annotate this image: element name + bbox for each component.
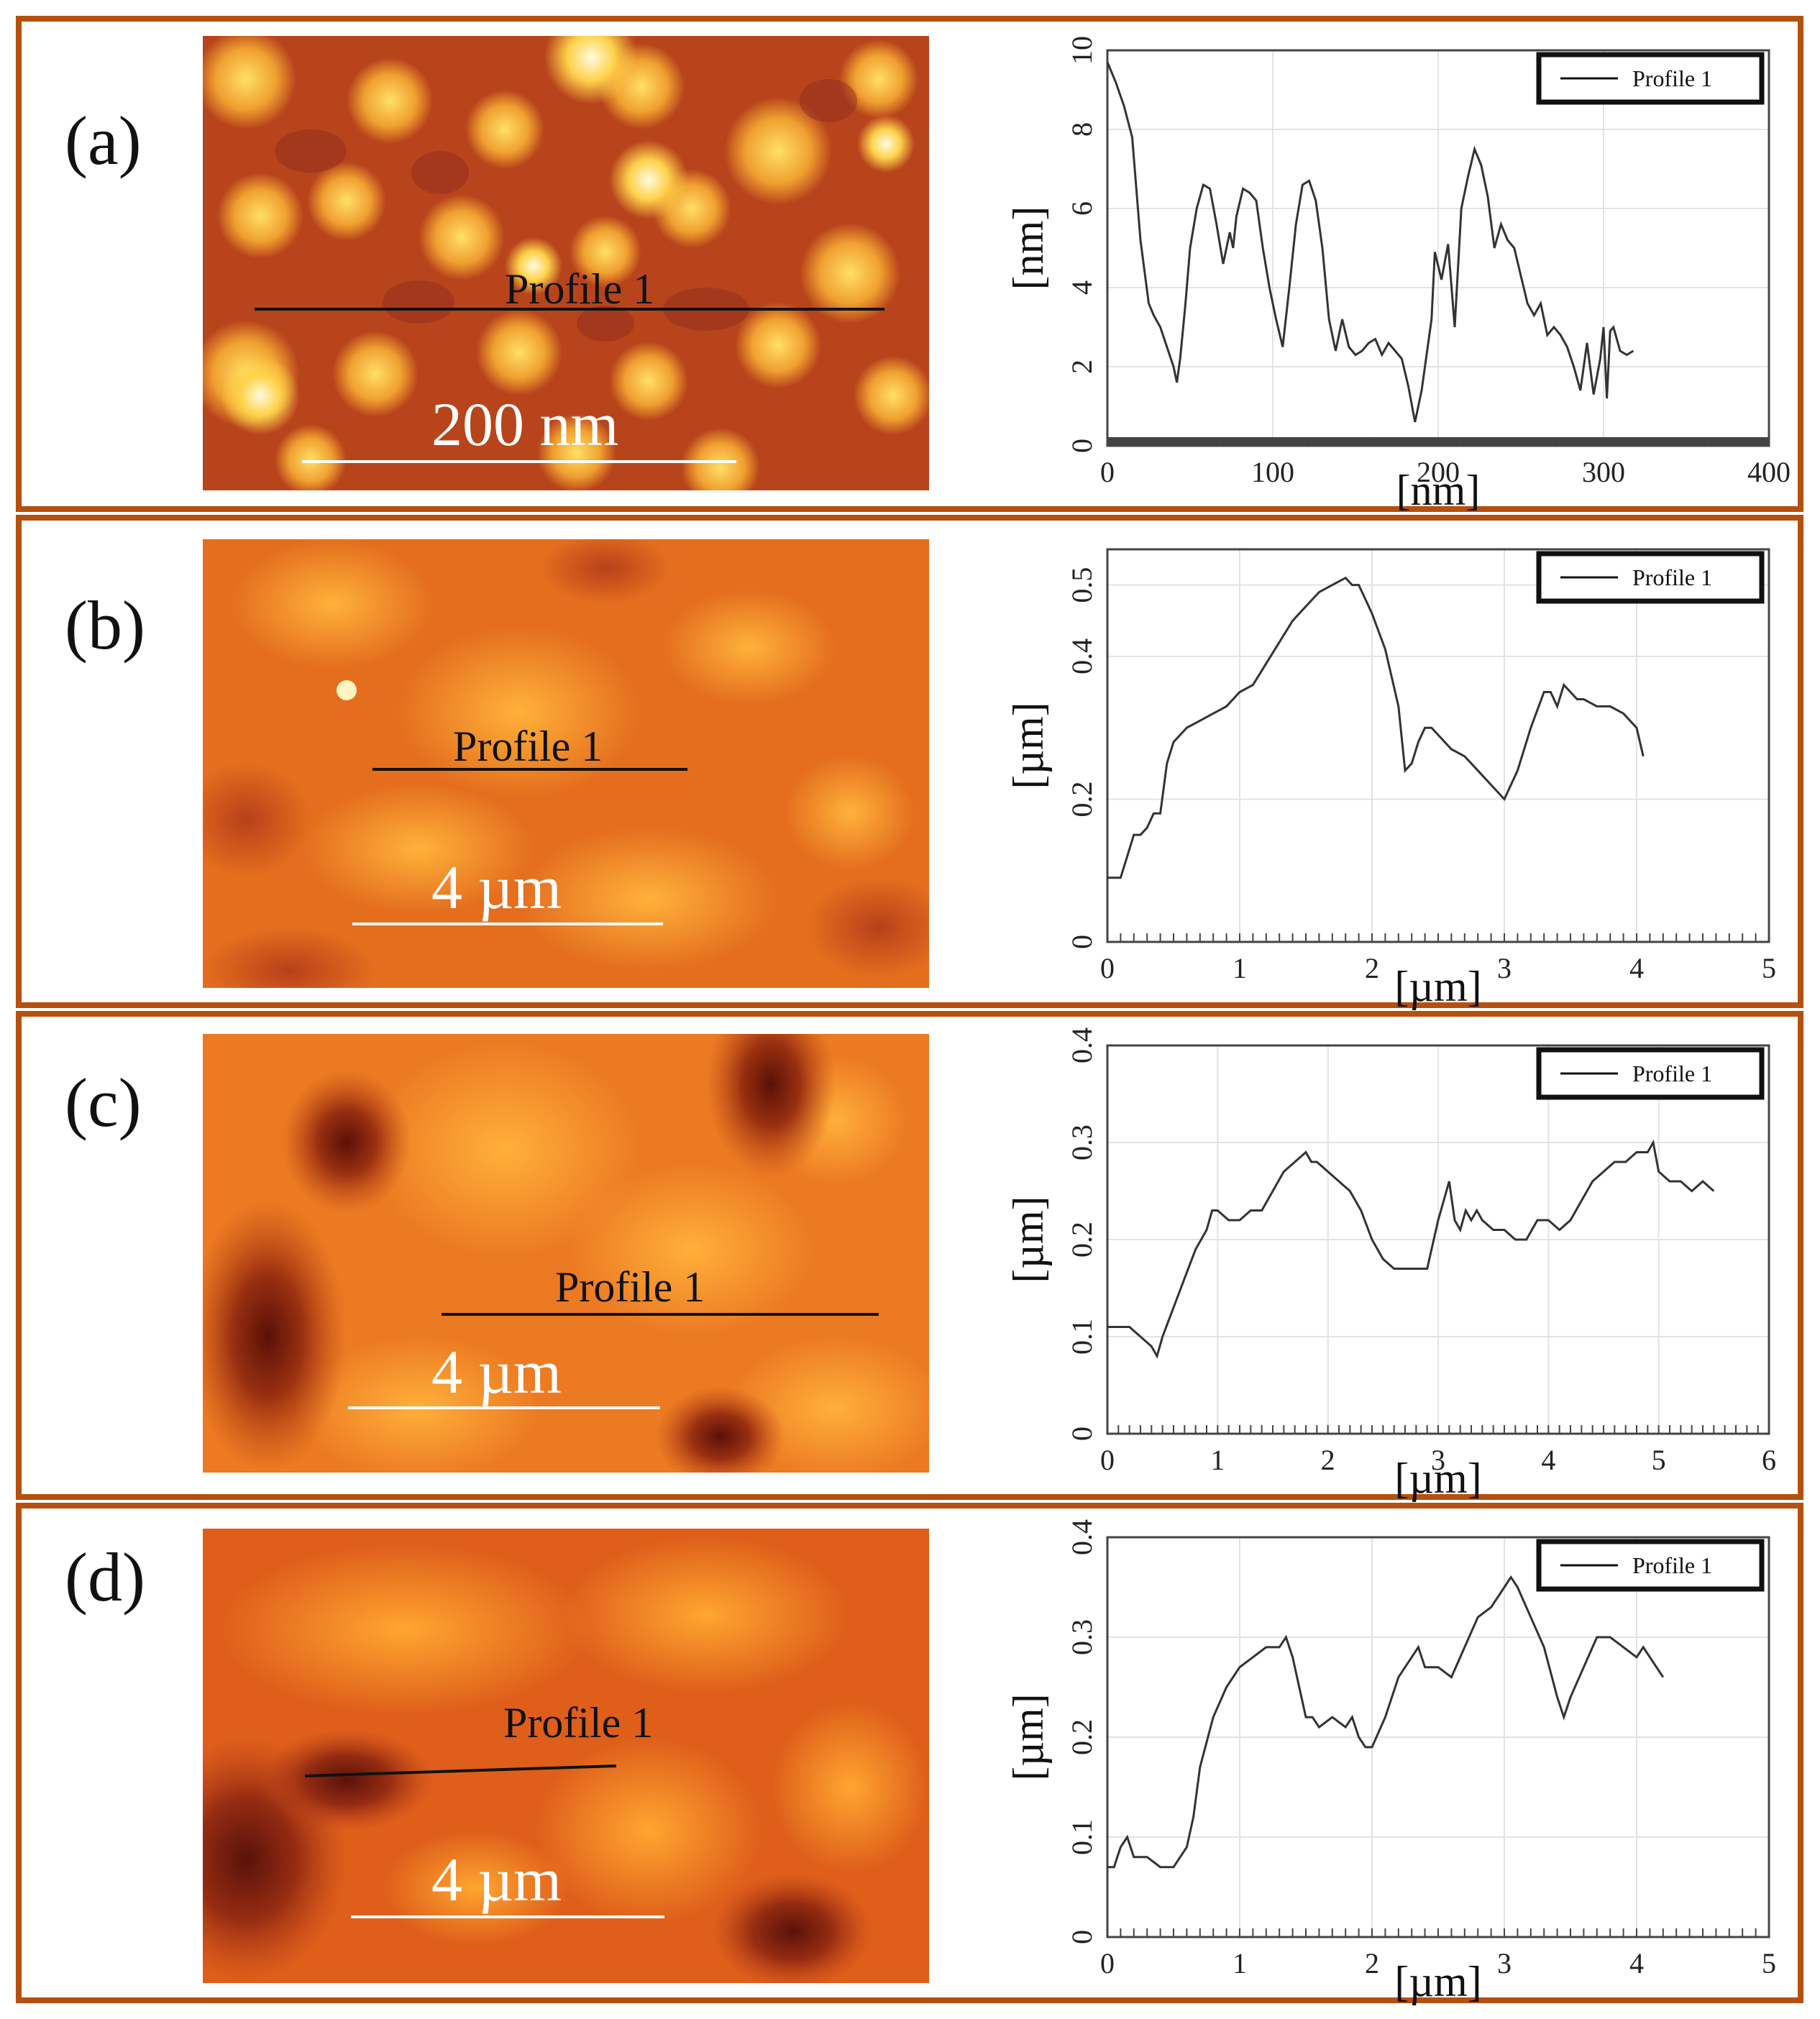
y-tick-label: 4	[1066, 280, 1098, 295]
y-axis-label: [µm]	[1005, 1693, 1052, 1780]
x-tick-label: 0	[1100, 1444, 1115, 1476]
profile-chart: 0 1 2 3 4 5 0 0.2 0.4 0.5 [µm] [µm] Profile 1	[1005, 548, 1776, 1010]
afm-image: Profile 1 4 µm	[203, 1034, 929, 1473]
x-tick-label: 2	[1365, 952, 1379, 984]
y-tick-label: 0.1	[1066, 1819, 1098, 1855]
y-tick-label: 0.2	[1066, 1222, 1098, 1258]
y-tick-label: 0.3	[1066, 1619, 1098, 1655]
x-tick-label: 4	[1541, 1444, 1555, 1476]
profile-chart: 0 1 2 3 4 5 0 0.1 0.2 0.3 0.4 [µm] [µm] Profile 1	[1005, 1519, 1776, 2005]
y-tick-label: 0	[1066, 1427, 1098, 1441]
series-line-profile-1	[1107, 576, 1645, 879]
panel-label: (c)	[65, 1064, 142, 1141]
x-tick-label: 5	[1762, 1947, 1776, 1979]
x-tick-label: 200	[1417, 456, 1460, 488]
y-tick-label: 6	[1066, 201, 1098, 216]
x-axis-label: [µm]	[1394, 1455, 1481, 1502]
scale-bar-label: 4 µm	[431, 1337, 562, 1406]
profile-line	[304, 1764, 617, 1777]
x-tick-label: 300	[1582, 456, 1625, 488]
y-tick-label: 0.4	[1066, 1027, 1098, 1063]
series-line-profile-1	[1106, 61, 1634, 423]
legend-box	[1536, 551, 1765, 604]
panel-label: (a)	[65, 102, 142, 179]
y-tick-label: 10	[1066, 36, 1098, 65]
scale-bar-label: 4 µm	[431, 853, 562, 922]
x-tick-label: 0	[1100, 456, 1115, 488]
panel-c: (c) Profile 1	[16, 1011, 1803, 1502]
y-tick-label: 0.2	[1066, 1719, 1098, 1755]
afm-image: Profile 1 4 µm	[203, 1529, 929, 1983]
y-tick-label: 0	[1066, 935, 1098, 949]
legend-box	[1536, 52, 1765, 105]
legend-label: Profile 1	[1632, 1061, 1712, 1086]
y-tick-label: 0.4	[1066, 1519, 1098, 1555]
y-tick-label: 2	[1066, 360, 1098, 374]
y-axis-label: [µm]	[1005, 1196, 1052, 1283]
panel-label: (b)	[65, 587, 145, 664]
profile-label: Profile 1	[453, 723, 603, 770]
scale-bar-label: 4 µm	[431, 1845, 562, 1914]
y-tick-label: 0.3	[1066, 1125, 1098, 1160]
series-line-profile-1	[1107, 1139, 1715, 1359]
afm-image: Profile 1 4 µm	[203, 539, 929, 988]
panel-b: (b) Profil	[16, 515, 1803, 1010]
plot-frame	[1106, 548, 1770, 943]
x-tick-label: 2	[1365, 1947, 1379, 1979]
x-tick-label: 0	[1100, 952, 1115, 984]
x-tick-label: 0	[1100, 1947, 1115, 1979]
x-axis-label: [µm]	[1394, 963, 1481, 1010]
legend-label: Profile 1	[1632, 65, 1712, 91]
y-axis-label: [µm]	[1005, 702, 1052, 789]
y-tick-label: 0	[1066, 439, 1098, 453]
profile-label: Profile 1	[505, 265, 655, 313]
y-tick-label: 0.2	[1066, 781, 1098, 817]
x-tick-label: 3	[1497, 1947, 1512, 1979]
profile-chart: 0 100 200 300 400 0 2 4 6 8 10 [nm] [nm] Profile 1	[1005, 36, 1791, 514]
profile-label: Profile 1	[503, 1699, 654, 1746]
y-tick-label: 0	[1066, 1930, 1098, 1944]
x-tick-label: 1	[1233, 952, 1247, 984]
x-tick-label: 1	[1210, 1444, 1225, 1476]
x-tick-label: 4	[1629, 1947, 1644, 1979]
x-axis-label: [µm]	[1394, 1958, 1481, 2005]
profile-label: Profile 1	[555, 1263, 705, 1311]
afm-image: Profile 1 200 nm	[203, 36, 929, 490]
legend-label: Profile 1	[1632, 1552, 1712, 1578]
x-tick-label: 5	[1762, 952, 1776, 984]
y-tick-label: 0.5	[1066, 567, 1098, 603]
panel-label: (d)	[65, 1539, 145, 1616]
x-tick-label: 1	[1233, 1947, 1247, 1979]
scale-bar-label: 200 nm	[431, 390, 619, 459]
x-tick-label: 6	[1762, 1444, 1776, 1476]
x-tick-label: 100	[1251, 456, 1294, 488]
y-tick-label: 8	[1066, 122, 1098, 137]
panel-d: (d) Profile 1	[16, 1503, 1803, 2005]
x-tick-label: 400	[1747, 456, 1791, 488]
x-tick-label: 2	[1321, 1444, 1335, 1476]
x-tick-label: 4	[1629, 952, 1644, 984]
series-line-profile-1	[1107, 1575, 1665, 1869]
y-axis-label: [nm]	[1005, 206, 1052, 290]
legend-label: Profile 1	[1632, 564, 1712, 590]
x-tick-label: 3	[1431, 1444, 1445, 1476]
panel-a: (a)	[16, 16, 1803, 514]
x-tick-label: 5	[1652, 1444, 1666, 1476]
x-tick-label: 3	[1497, 952, 1512, 984]
y-tick-label: 0.4	[1066, 638, 1098, 674]
profile-chart: 0 1 2 3 4 5 6 0 0.1 0.2 0.3 0.4 [µm] [µm] Profile 1	[1005, 1027, 1776, 1502]
x-axis-label: [nm]	[1396, 467, 1481, 514]
y-tick-label: 0.1	[1066, 1319, 1098, 1355]
